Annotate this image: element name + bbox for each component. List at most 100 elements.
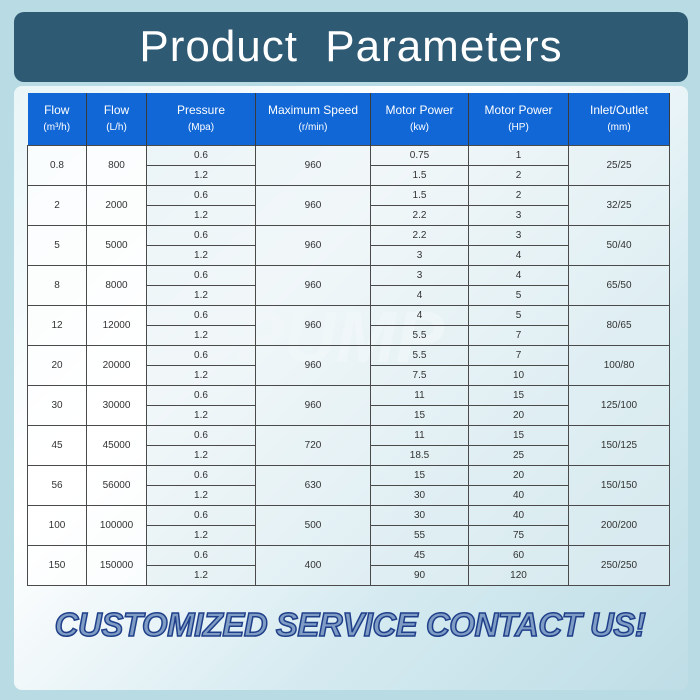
table-row: 20 20000 0.6 960 5.5 7 100/80 <box>27 344 670 386</box>
table-cell: 80/65 <box>568 304 670 346</box>
column-header: Flow (L/h) <box>86 93 147 145</box>
table-row: 1.2 3 4 <box>28 244 670 266</box>
table-cell: 0.6 <box>146 224 256 246</box>
table-cell: 15 <box>370 404 469 426</box>
table-cell: 45000 <box>86 424 147 466</box>
table-cell: 15 <box>468 424 569 446</box>
table-cell: 0.6 <box>146 464 256 486</box>
table-cell: 960 <box>255 384 371 426</box>
column-header-label: Motor Power <box>484 102 553 117</box>
table-cell: 1 <box>468 144 569 166</box>
table-row: 1.2 2.2 3 <box>28 204 670 226</box>
table-cell: 0.6 <box>146 504 256 526</box>
table-cell: 960 <box>255 224 371 266</box>
table-cell: 4 <box>370 284 469 306</box>
column-header: Motor Power (HP) <box>468 93 569 145</box>
table-row: 8 8000 0.6 960 3 4 65/50 <box>27 264 670 306</box>
table-cell: 2 <box>27 184 87 226</box>
table-cell: 30 <box>370 504 469 526</box>
table-cell: 7 <box>468 324 569 346</box>
table-cell: 32/25 <box>568 184 670 226</box>
table-cell: 45 <box>370 544 469 566</box>
table-cell: 50/40 <box>568 224 670 266</box>
table-cell: 2.2 <box>370 224 469 246</box>
table-cell: 3 <box>468 224 569 246</box>
table-cell: 2 <box>468 184 569 206</box>
table-cell: 4 <box>468 264 569 286</box>
table-cell: 12 <box>27 304 87 346</box>
table-cell: 15 <box>468 384 569 406</box>
table-cell: 0.6 <box>146 344 256 366</box>
table-cell: 5 <box>468 284 569 306</box>
table-cell: 55 <box>370 524 469 546</box>
table-cell: 1.2 <box>146 324 256 346</box>
table-cell: 30000 <box>86 384 147 426</box>
table-cell: 120 <box>468 564 569 586</box>
table-row: 45 45000 0.6 720 11 15 150/125 <box>27 424 670 466</box>
table-cell: 12000 <box>86 304 147 346</box>
table-cell: 0.6 <box>146 264 256 286</box>
table-cell: 8000 <box>86 264 147 306</box>
table-cell: 45 <box>27 424 87 466</box>
column-header-unit: (L/h) <box>106 121 127 133</box>
table-cell: 1.2 <box>146 364 256 386</box>
table-cell: 4 <box>468 244 569 266</box>
table-cell: 75 <box>468 524 569 546</box>
column-header-unit: (kw) <box>410 121 429 133</box>
table-cell: 56 <box>27 464 87 506</box>
table-cell: 150 <box>27 544 87 586</box>
table-cell: 400 <box>255 544 371 586</box>
table-cell: 0.6 <box>146 424 256 446</box>
table-cell: 150000 <box>86 544 147 586</box>
column-header: Flow (m³/h) <box>27 93 87 145</box>
table-cell: 0.8 <box>27 144 87 186</box>
table-cell: 100/80 <box>568 344 670 386</box>
table-cell: 1.2 <box>146 164 256 186</box>
table-cell: 2000 <box>86 184 147 226</box>
table-cell: 1.2 <box>146 244 256 266</box>
table-row: 56 56000 0.6 630 15 20 150/150 <box>27 464 670 506</box>
table-cell: 0.6 <box>146 144 256 166</box>
table-cell: 30 <box>370 484 469 506</box>
table-cell: 10 <box>468 364 569 386</box>
table-cell: 5000 <box>86 224 147 266</box>
table-cell: 65/50 <box>568 264 670 306</box>
table-cell: 60 <box>468 544 569 566</box>
table-cell: 4 <box>370 304 469 326</box>
table-row: 100 100000 0.6 500 30 40 200/200 <box>27 504 670 546</box>
column-header-unit: (HP) <box>508 121 529 133</box>
table-row: 150 150000 0.6 400 45 60 250/250 <box>27 544 670 586</box>
table-cell: 125/100 <box>568 384 670 426</box>
table-cell: 1.5 <box>370 184 469 206</box>
table-cell: 3 <box>468 204 569 226</box>
table-cell: 1.2 <box>146 284 256 306</box>
table-cell: 20000 <box>86 344 147 386</box>
table-cell: 20 <box>27 344 87 386</box>
table-cell: 100000 <box>86 504 147 546</box>
table-cell: 2.2 <box>370 204 469 226</box>
table-row: 0.8 800 0.6 960 0.75 1 25/25 <box>27 144 670 186</box>
column-header-unit: (mm) <box>607 121 631 133</box>
table-row: 1.2 15 20 <box>28 404 670 426</box>
column-header-label: Pressure <box>176 102 226 117</box>
column-header-label: Flow <box>44 102 70 117</box>
parameters-table: Flow (m³/h) Flow (L/h) Pressure (Mpa) Maximum … <box>27 93 670 586</box>
page-title: Product Parameters <box>14 12 688 82</box>
column-header-unit: (m³/h) <box>43 121 71 133</box>
column-header: Pressure (Mpa) <box>146 93 256 145</box>
table-cell: 1.2 <box>146 564 256 586</box>
table-cell: 0.6 <box>146 184 256 206</box>
table-cell: 1.2 <box>146 524 256 546</box>
table-cell: 25/25 <box>568 144 670 186</box>
table-cell: 25 <box>468 444 569 466</box>
column-header: Maximum Speed (r/min) <box>255 93 371 145</box>
table-cell: 960 <box>255 344 371 386</box>
table-cell: 150/150 <box>568 464 670 506</box>
table-cell: 15 <box>370 464 469 486</box>
table-header-row: Flow (m³/h) Flow (L/h) Pressure (Mpa) Maximum … <box>27 93 670 145</box>
table-row: 30 30000 0.6 960 11 15 125/100 <box>27 384 670 426</box>
table-cell: 11 <box>370 384 469 406</box>
table-cell: 7.5 <box>370 364 469 386</box>
table-cell: 250/250 <box>568 544 670 586</box>
table-cell: 8 <box>27 264 87 306</box>
